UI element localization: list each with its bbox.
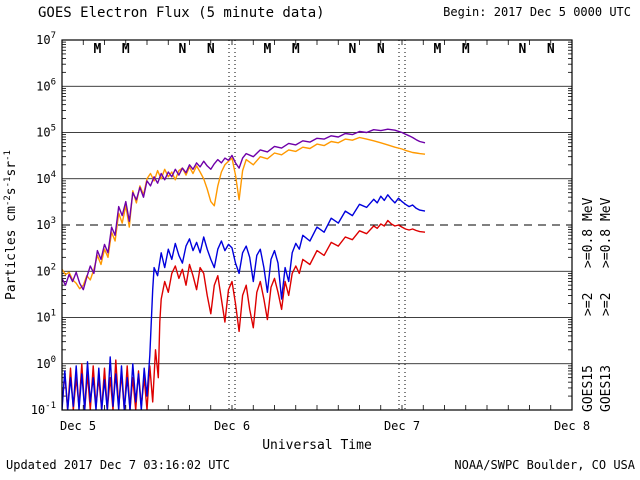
y-tick-label: 100	[36, 355, 56, 371]
y-tick-label: 103	[36, 216, 56, 232]
x-tick-label: Dec 7	[384, 419, 420, 433]
noon-marker: N	[349, 42, 357, 57]
midnight-marker: M	[122, 42, 130, 57]
x-tick-label: Dec 6	[214, 419, 250, 433]
x-tick-label: Dec 8	[554, 419, 590, 433]
noon-marker: N	[179, 42, 187, 57]
chart-title: GOES Electron Flux (5 minute data)	[38, 5, 325, 21]
noon-marker: N	[207, 42, 215, 57]
legend-goes13-goes13: GOES13	[599, 365, 614, 412]
y-axis-title: Particles cm-2s-1sr-1	[3, 150, 19, 300]
y-tick-label: 102	[36, 262, 56, 278]
legend-goes15-2: >=2	[581, 293, 596, 316]
plot-border	[61, 39, 573, 411]
y-tick-label: 105	[36, 124, 56, 140]
series-goes15-0-8-mev	[62, 128, 426, 291]
series-goes15-2-mev	[62, 194, 426, 410]
series-goes13-0-8-mev	[62, 136, 426, 290]
x-tick-label: Dec 5	[60, 419, 96, 433]
legend-goes15-goes15: GOES15	[581, 365, 596, 412]
y-tick-label: 107	[36, 31, 56, 47]
y-tick-label: 10-1	[31, 401, 56, 417]
noon-marker: N	[377, 42, 385, 57]
legend-goes13-0-8-mev: >=0.8 MeV	[599, 197, 614, 268]
y-tick-label: 101	[36, 309, 56, 325]
legend-goes13-2: >=2	[599, 293, 614, 316]
y-tick-label: 104	[36, 170, 56, 186]
midnight-marker: M	[462, 42, 470, 57]
midnight-marker: M	[94, 42, 102, 57]
midnight-marker: M	[292, 42, 300, 57]
series-group	[62, 128, 426, 410]
series-goes13-2-mev	[62, 219, 426, 410]
legend-goes15-0-8-mev: >=0.8 MeV	[581, 197, 596, 268]
midnight-marker: M	[264, 42, 272, 57]
y-tick-label: 106	[36, 77, 56, 93]
plot-area: M M N N M M N N M M N N 107 106 105 104 103 102 101 100 10-1…	[3, 31, 614, 433]
noon-marker: N	[519, 42, 527, 57]
begin-timestamp: Begin: 2017 Dec 5 0000 UTC	[443, 5, 631, 19]
noon-marker: N	[547, 42, 555, 57]
updated-timestamp: Updated 2017 Dec 7 03:16:02 UTC	[6, 458, 230, 472]
source-credit: NOAA/SWPC Boulder, CO USA	[454, 458, 635, 472]
midnight-marker: M	[434, 42, 442, 57]
x-axis-title: Universal Time	[262, 438, 372, 453]
